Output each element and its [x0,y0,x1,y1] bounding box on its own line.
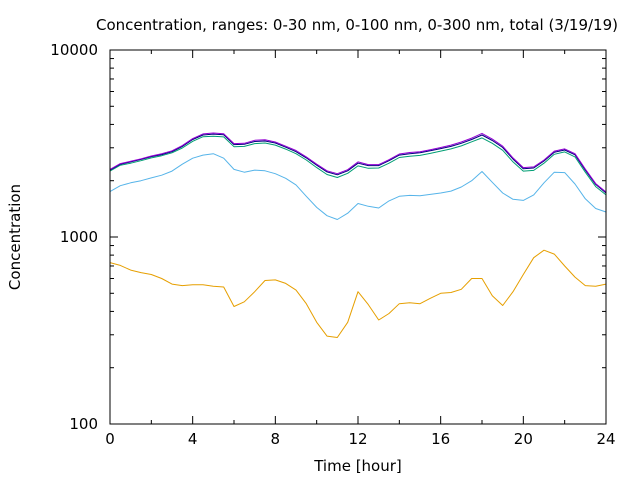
y-tick-label: 100 [69,415,98,433]
x-tick-label: 4 [188,430,198,448]
x-axis-label: Time [hour] [313,457,402,475]
series-line-3 [109,135,607,196]
y-tick-label: 1000 [60,228,98,246]
x-tick-label: 8 [271,430,281,448]
series-line-5 [109,132,607,193]
chart-title: Concentration, ranges: 0-30 nm, 0-100 nm… [96,16,618,34]
series-line-4 [109,133,607,194]
axis-ticks: 0 4 8 12 16 20 24 100 1000 10000 [50,41,615,448]
y-tick-label: 10000 [50,41,98,59]
plot-lines [109,132,607,338]
x-tick-label: 0 [105,430,115,448]
x-tick-label: 16 [431,430,450,448]
series-line-1 [109,249,607,338]
y-axis-label: Concentration [6,184,24,290]
x-tick-label: 12 [348,430,367,448]
x-tick-label: 20 [514,430,533,448]
plot-frame [109,49,607,425]
x-tick-label: 24 [596,430,615,448]
series-line-2 [109,153,607,220]
